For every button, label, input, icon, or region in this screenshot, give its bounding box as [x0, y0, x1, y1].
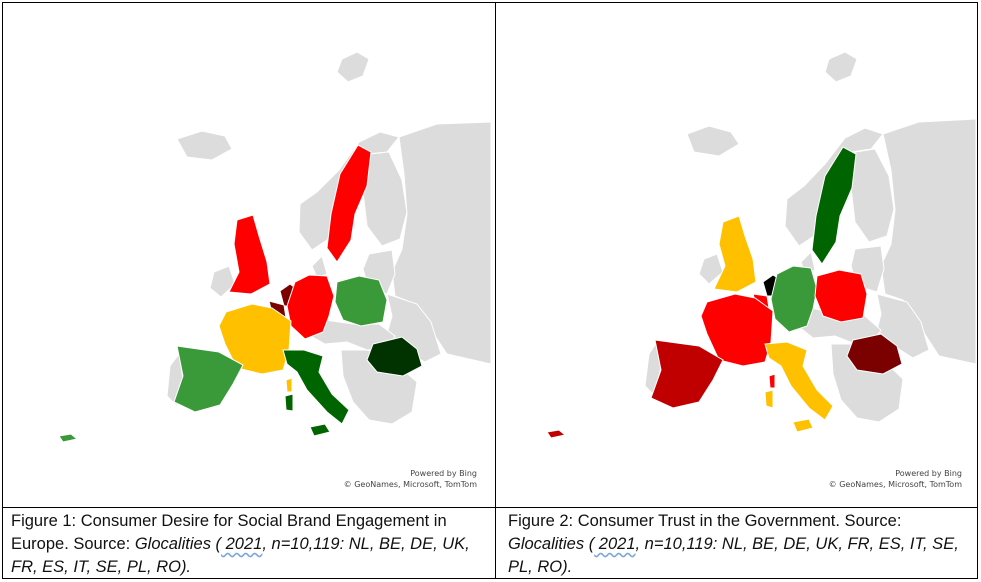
europe-map-figure1	[58, 51, 491, 443]
country-it	[764, 341, 834, 421]
caption-source: Glocalities	[508, 535, 585, 553]
country-uk	[713, 215, 757, 293]
powered-by-text: Powered by Bing	[895, 469, 962, 478]
map-panel-figure1: Powered by Bing © GeoNames, Microsoft, T…	[7, 4, 491, 506]
country-fr-corsica	[768, 373, 776, 389]
caption-open-paren: (	[210, 535, 222, 553]
credits-text: © GeoNames, Microsoft, TomTom	[343, 480, 477, 489]
country-de	[286, 274, 335, 340]
column-divider	[495, 2, 496, 579]
country-es	[650, 339, 724, 409]
caption-open-paren: (	[584, 535, 595, 553]
powered-by-text: Powered by Bing	[410, 469, 477, 478]
country-pl	[814, 269, 868, 323]
country-ro	[846, 333, 903, 375]
surveyed-countries	[546, 146, 903, 439]
caption-prefix: Figure 2: Consumer Trust in the Governme…	[508, 512, 902, 530]
caption-source: Glocalities	[134, 535, 211, 553]
country-es	[173, 345, 244, 413]
caption-year: 2021	[221, 535, 263, 553]
country-it-sardinia	[284, 393, 294, 412]
caption-year: 2021	[594, 535, 636, 553]
credits-text: © GeoNames, Microsoft, TomTom	[828, 480, 962, 489]
caption-rest: , n=10,119: NL, BE, DE, UK, FR, ES, IT, …	[11, 535, 470, 576]
country-fr	[700, 293, 774, 367]
caption-prefix: Figure 1: Consumer Desire for Social Bra…	[11, 512, 447, 553]
map-panel-figure2: Powered by Bing © GeoNames, Microsoft, T…	[509, 4, 976, 506]
country-se	[326, 144, 372, 263]
country-fr-corsica	[285, 377, 293, 393]
country-de	[770, 265, 818, 333]
country-it-sardinia	[764, 389, 774, 409]
country-es-canary	[546, 429, 567, 439]
surveyed-countries	[58, 144, 423, 443]
country-it-sicily	[792, 418, 814, 433]
caption-rest: , n=10,119: NL, BE, DE, UK, FR, ES, IT, …	[508, 535, 959, 576]
country-ro	[366, 336, 423, 377]
map-attribution: Powered by Bing © GeoNames, Microsoft, T…	[344, 468, 477, 490]
country-uk	[228, 214, 271, 295]
country-it-sicily	[309, 423, 331, 437]
caption-figure2: Figure 2: Consumer Trust in the Governme…	[508, 510, 976, 579]
map-attribution: Powered by Bing © GeoNames, Microsoft, T…	[829, 468, 962, 490]
country-se	[811, 146, 857, 265]
europe-map-figure2	[546, 51, 976, 439]
country-pl	[334, 275, 388, 327]
country-fr	[218, 303, 292, 375]
caption-figure1: Figure 1: Consumer Desire for Social Bra…	[11, 510, 491, 579]
row-divider	[2, 507, 978, 508]
country-it	[282, 349, 350, 425]
country-es-canary	[58, 433, 79, 443]
